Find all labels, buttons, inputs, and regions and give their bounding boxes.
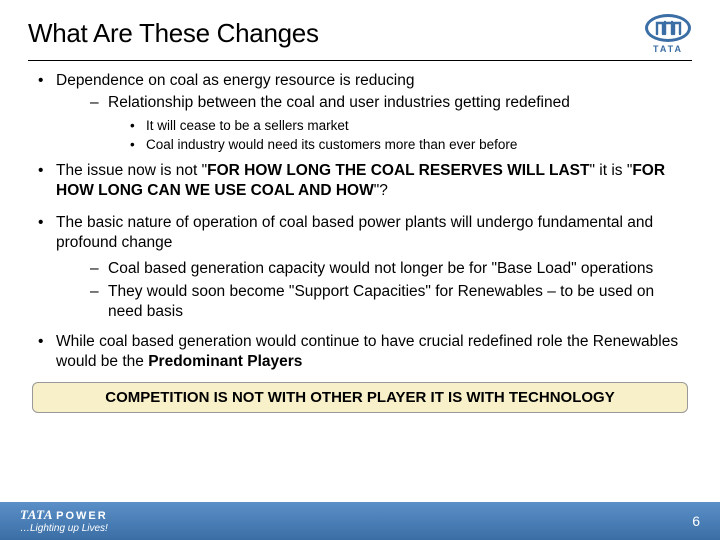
footer-brand-line1: TATA POWER	[20, 508, 108, 522]
bullet-text: Dependence on coal as energy resource is…	[56, 72, 414, 89]
footer-brand-power: POWER	[56, 510, 108, 522]
title-divider	[28, 60, 692, 61]
bullet-text: The basic nature of operation of coal ba…	[56, 214, 653, 251]
page-number: 6	[692, 513, 700, 529]
bullet-level1: While coal based generation would contin…	[28, 332, 692, 372]
slide: What Are These Changes TATA Dependence o…	[0, 0, 720, 540]
footer-tagline: …Lighting up Lives!	[20, 523, 108, 534]
logo-oval-icon	[645, 14, 691, 42]
footer-brand-tata: TATA	[20, 507, 52, 522]
bullet-level3: It will cease to be a sellers market	[56, 117, 692, 134]
bullet-text-part: The issue now is not "	[56, 162, 207, 179]
footer-tagline-text: Lighting up Lives!	[30, 523, 108, 534]
bullet-level2: Relationship between the coal and user i…	[56, 93, 692, 113]
bullet-text-part: "?	[374, 182, 388, 199]
bullet-level2: They would soon become "Support Capaciti…	[56, 282, 692, 322]
slide-title: What Are These Changes	[28, 18, 319, 49]
bullet-text: It will cease to be a sellers market	[146, 118, 349, 133]
bullet-level2: Coal based generation capacity would not…	[56, 259, 692, 279]
highlight-banner: COMPETITION IS NOT WITH OTHER PLAYER IT …	[32, 382, 688, 413]
content-body: Dependence on coal as energy resource is…	[28, 71, 692, 413]
bullet-text: Relationship between the coal and user i…	[108, 94, 570, 111]
bullet-text: Coal industry would need its customers m…	[146, 137, 517, 152]
bullet-level3: Coal industry would need its customers m…	[56, 136, 692, 153]
bullet-level1: The issue now is not "FOR HOW LONG THE C…	[28, 161, 692, 201]
bullet-text: They would soon become "Support Capaciti…	[108, 283, 654, 320]
footer-brand: TATA POWER …Lighting up Lives!	[20, 508, 108, 533]
bullet-text-part: " it is "	[589, 162, 632, 179]
logo-text: TATA	[653, 44, 683, 54]
bullet-level1: The basic nature of operation of coal ba…	[28, 213, 692, 322]
bullet-text: Coal based generation capacity would not…	[108, 260, 653, 277]
title-row: What Are These Changes TATA	[28, 18, 692, 56]
bullet-text-bold: Predominant Players	[148, 353, 302, 370]
tata-logo: TATA	[644, 14, 692, 56]
bullet-text-bold: FOR HOW LONG THE COAL RESERVES WILL LAST	[207, 162, 589, 179]
bullet-level1: Dependence on coal as energy resource is…	[28, 71, 692, 153]
footer-bar: TATA POWER …Lighting up Lives! 6	[0, 502, 720, 540]
